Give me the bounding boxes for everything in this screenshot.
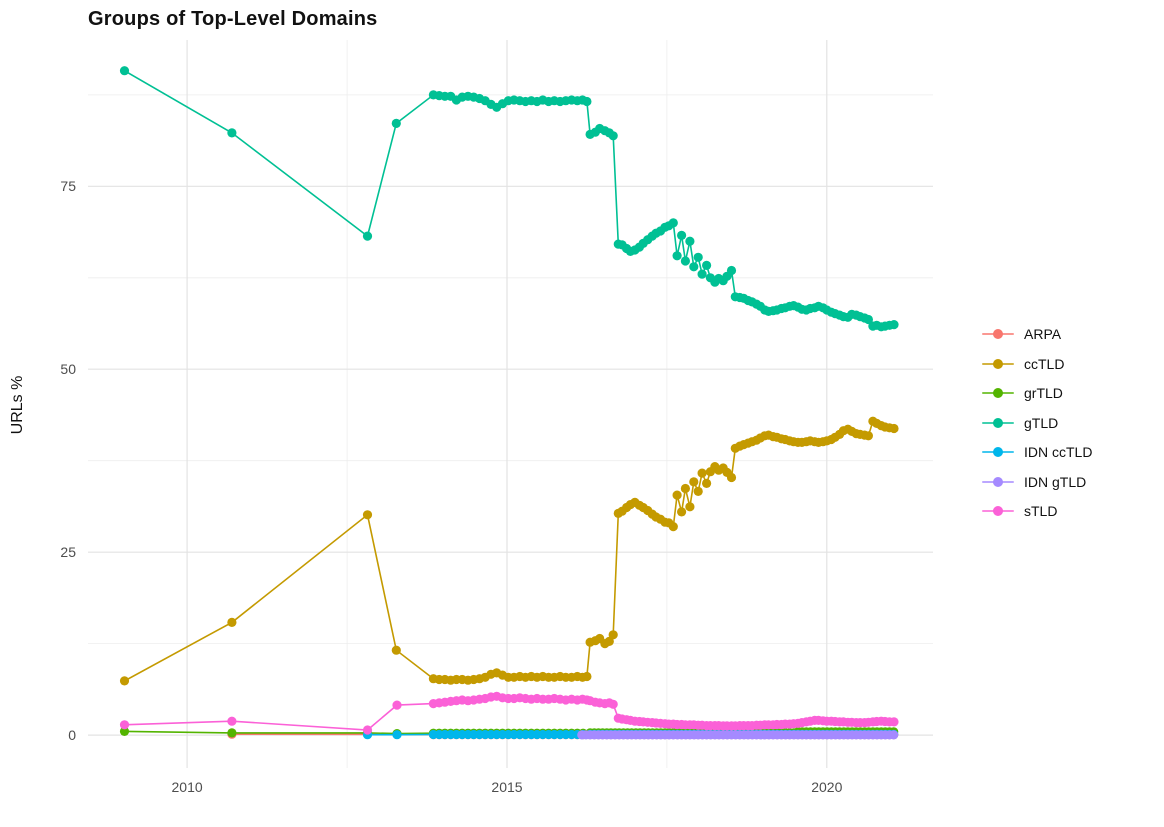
data-point [889,717,899,727]
data-point [668,522,678,532]
legend-dot-swatch [993,329,1003,339]
data-point [863,431,874,441]
data-point [672,251,682,261]
data-point [608,131,618,141]
data-point [680,256,691,266]
minor-gridlines [88,40,933,768]
data-point [362,231,373,241]
legend-label-idn-gtld: IDN gTLD [1024,473,1087,490]
legend-key-icon-stld [980,500,1016,522]
legend-label-arpa: ARPA [1024,326,1062,342]
data-point [685,502,695,512]
data-point [702,260,712,270]
data-point [693,252,703,262]
data-point [119,676,130,686]
y-tick-label-0: 0 [68,727,76,744]
data-point [889,730,899,740]
legend-label-cctld: ccTLD [1024,355,1065,372]
legend-key-icon-arpa [980,323,1016,345]
legend-key-icon-grtld [980,382,1016,404]
data-point [702,478,712,488]
series-points-gtld [119,66,899,332]
data-point [689,262,699,272]
data-point [119,720,130,730]
data-point [697,468,707,478]
major-gridlines [88,40,933,768]
legend-item-grtld: grTLD [980,379,1063,407]
y-axis-title: URLs % [9,375,26,435]
data-point [227,617,237,628]
data-point [689,477,699,487]
legend-dot-swatch [993,476,1003,487]
data-point [668,218,678,228]
data-point [392,730,402,740]
legend-key-icon-idn-gtld [980,471,1016,493]
legend-label-stld: sTLD [1024,503,1058,519]
x-tick-label-2010: 2010 [171,779,203,795]
data-point [391,645,401,655]
data-point [697,269,707,279]
series-points-stld [119,691,899,735]
legend-dot-swatch [993,388,1003,398]
series-line-cctld [124,420,895,682]
legend-key-icon-idn-cctld [980,441,1016,463]
data-point [362,510,373,520]
data-point [119,66,130,76]
legend-dot-swatch [993,506,1003,516]
data-point [672,490,682,500]
legend-label-idn-cctld: IDN ccTLD [1024,444,1093,460]
data-point [582,671,592,682]
data-point [362,725,373,735]
series-points-cctld [119,416,899,686]
data-point [680,483,691,494]
legend-item-gtld: gTLD [980,409,1058,437]
legend-item-arpa: ARPA [980,320,1061,348]
legend-item-idn-cctld: IDN ccTLD [980,438,1092,466]
data-point [863,314,874,325]
data-point [889,423,899,434]
series-line-gtld [124,70,895,328]
data-point [693,486,703,496]
data-point [608,630,618,640]
chart-title: Groups of Top-Level Domains [88,8,378,30]
legend-dot-swatch [993,358,1003,369]
legend-dot-swatch [993,447,1003,457]
data-point [726,265,737,276]
data-point [227,128,237,138]
data-point [608,699,618,709]
data-point [889,320,899,330]
legend-key-icon-gtld [980,412,1016,434]
data-point [677,507,687,517]
data-point [677,230,687,240]
data-point [119,726,130,737]
data-point [227,728,237,738]
x-tick-label-2015: 2015 [491,779,523,795]
legend-label-gtld: gTLD [1024,414,1059,431]
legend-item-stld: sTLD [980,497,1057,525]
y-tick-label-25: 25 [60,544,76,561]
y-tick-label-50: 50 [60,361,76,378]
legend: ARPA ccTLD grTLD gTLD IDN ccTLD IDN gTLD sTLD [980,0,1164,827]
data-point [391,118,401,128]
legend-item-idn-gtld: IDN gTLD [980,468,1086,496]
data-point [726,472,737,483]
data-point [227,716,237,726]
y-tick-label-75: 75 [60,178,76,195]
legend-item-cctld: ccTLD [980,350,1064,378]
data-point [685,236,695,246]
data-point [582,96,592,107]
data-point [392,700,402,710]
x-tick-label-2020: 2020 [811,779,843,795]
series-points-idn-gtld [577,730,899,740]
legend-dot-swatch [993,417,1003,428]
legend-label-grtld: grTLD [1024,385,1063,401]
legend-key-icon-cctld [980,353,1016,375]
